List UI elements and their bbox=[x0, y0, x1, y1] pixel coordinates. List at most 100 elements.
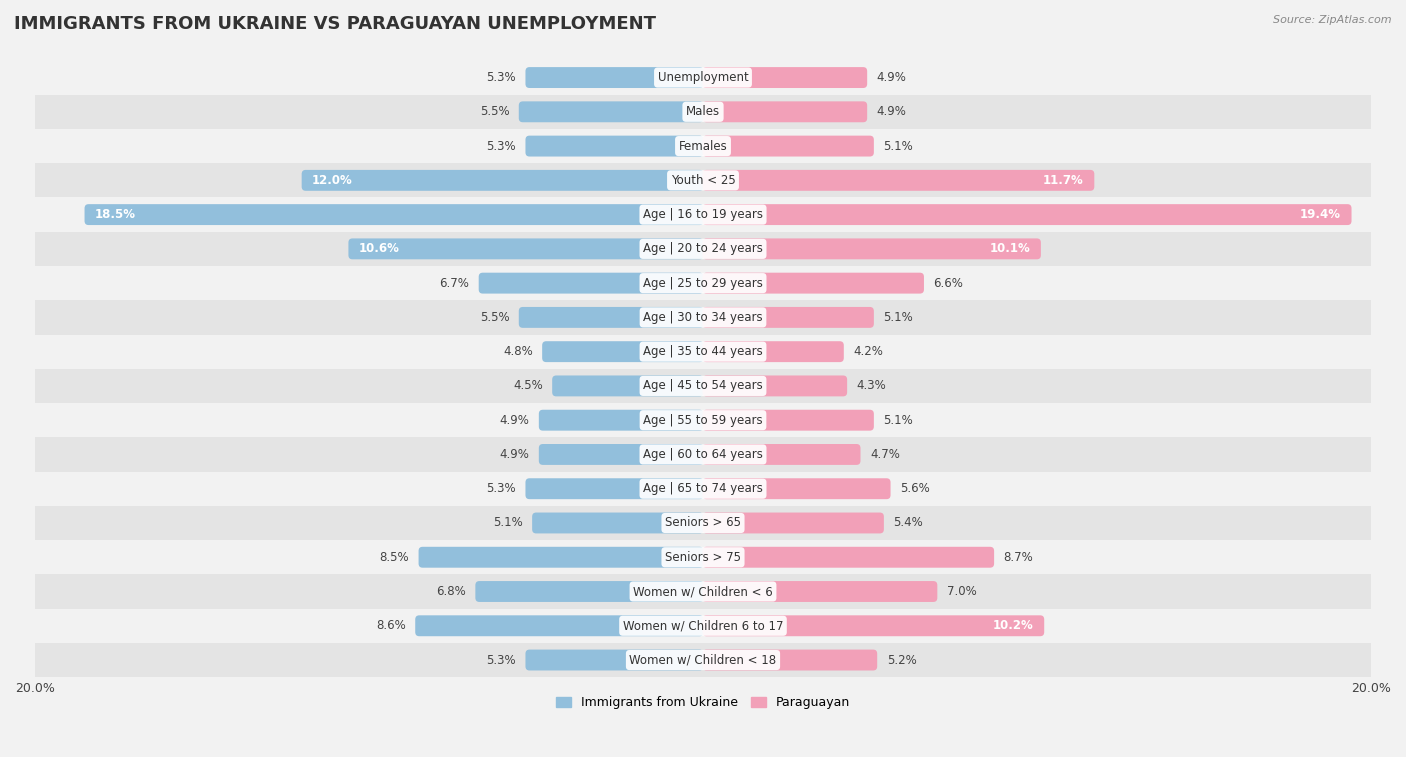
FancyBboxPatch shape bbox=[538, 444, 703, 465]
Text: 7.0%: 7.0% bbox=[946, 585, 977, 598]
Legend: Immigrants from Ukraine, Paraguayan: Immigrants from Ukraine, Paraguayan bbox=[551, 691, 855, 714]
Text: 11.7%: 11.7% bbox=[1043, 174, 1084, 187]
Bar bbox=[35, 506, 1371, 540]
FancyBboxPatch shape bbox=[703, 273, 924, 294]
Bar bbox=[35, 266, 1371, 301]
Text: 10.2%: 10.2% bbox=[993, 619, 1033, 632]
FancyBboxPatch shape bbox=[703, 307, 875, 328]
FancyBboxPatch shape bbox=[703, 547, 994, 568]
Bar bbox=[35, 232, 1371, 266]
Text: 5.3%: 5.3% bbox=[486, 482, 516, 495]
Bar bbox=[35, 438, 1371, 472]
Text: Age | 30 to 34 years: Age | 30 to 34 years bbox=[643, 311, 763, 324]
Bar bbox=[35, 643, 1371, 678]
Text: Women w/ Children 6 to 17: Women w/ Children 6 to 17 bbox=[623, 619, 783, 632]
Text: 5.2%: 5.2% bbox=[887, 653, 917, 666]
Text: 6.7%: 6.7% bbox=[439, 276, 470, 290]
FancyBboxPatch shape bbox=[475, 581, 703, 602]
Text: 5.5%: 5.5% bbox=[479, 105, 509, 118]
Text: 4.3%: 4.3% bbox=[856, 379, 886, 392]
FancyBboxPatch shape bbox=[526, 478, 703, 499]
Text: 5.1%: 5.1% bbox=[494, 516, 523, 529]
Text: 5.1%: 5.1% bbox=[883, 139, 912, 153]
Text: Age | 35 to 44 years: Age | 35 to 44 years bbox=[643, 345, 763, 358]
Text: Females: Females bbox=[679, 139, 727, 153]
Text: Age | 25 to 29 years: Age | 25 to 29 years bbox=[643, 276, 763, 290]
FancyBboxPatch shape bbox=[703, 410, 875, 431]
FancyBboxPatch shape bbox=[703, 204, 1351, 225]
Text: 4.9%: 4.9% bbox=[877, 105, 907, 118]
Bar bbox=[35, 369, 1371, 403]
Text: 12.0%: 12.0% bbox=[312, 174, 353, 187]
Bar bbox=[35, 61, 1371, 95]
Text: 5.6%: 5.6% bbox=[900, 482, 929, 495]
Bar bbox=[35, 335, 1371, 369]
Text: Age | 45 to 54 years: Age | 45 to 54 years bbox=[643, 379, 763, 392]
Text: 10.6%: 10.6% bbox=[359, 242, 399, 255]
FancyBboxPatch shape bbox=[553, 375, 703, 397]
Text: Women w/ Children < 18: Women w/ Children < 18 bbox=[630, 653, 776, 666]
Text: 6.8%: 6.8% bbox=[436, 585, 465, 598]
Bar bbox=[35, 540, 1371, 575]
Text: 5.3%: 5.3% bbox=[486, 139, 516, 153]
Text: 10.1%: 10.1% bbox=[990, 242, 1031, 255]
Bar bbox=[35, 609, 1371, 643]
Bar bbox=[35, 198, 1371, 232]
Text: 8.7%: 8.7% bbox=[1004, 551, 1033, 564]
Text: 5.3%: 5.3% bbox=[486, 71, 516, 84]
Bar bbox=[35, 301, 1371, 335]
FancyBboxPatch shape bbox=[302, 170, 703, 191]
Text: Youth < 25: Youth < 25 bbox=[671, 174, 735, 187]
Text: 19.4%: 19.4% bbox=[1301, 208, 1341, 221]
FancyBboxPatch shape bbox=[703, 650, 877, 671]
Text: Women w/ Children < 6: Women w/ Children < 6 bbox=[633, 585, 773, 598]
Text: Seniors > 65: Seniors > 65 bbox=[665, 516, 741, 529]
FancyBboxPatch shape bbox=[519, 307, 703, 328]
FancyBboxPatch shape bbox=[84, 204, 703, 225]
Text: Age | 20 to 24 years: Age | 20 to 24 years bbox=[643, 242, 763, 255]
FancyBboxPatch shape bbox=[415, 615, 703, 636]
FancyBboxPatch shape bbox=[703, 375, 848, 397]
Text: 18.5%: 18.5% bbox=[96, 208, 136, 221]
Text: IMMIGRANTS FROM UKRAINE VS PARAGUAYAN UNEMPLOYMENT: IMMIGRANTS FROM UKRAINE VS PARAGUAYAN UN… bbox=[14, 15, 657, 33]
Text: Source: ZipAtlas.com: Source: ZipAtlas.com bbox=[1274, 15, 1392, 25]
FancyBboxPatch shape bbox=[703, 238, 1040, 260]
FancyBboxPatch shape bbox=[703, 615, 1045, 636]
Text: 5.1%: 5.1% bbox=[883, 311, 912, 324]
Text: 5.1%: 5.1% bbox=[883, 413, 912, 427]
Text: 4.8%: 4.8% bbox=[503, 345, 533, 358]
FancyBboxPatch shape bbox=[703, 101, 868, 123]
FancyBboxPatch shape bbox=[526, 136, 703, 157]
Text: Age | 16 to 19 years: Age | 16 to 19 years bbox=[643, 208, 763, 221]
Text: 4.7%: 4.7% bbox=[870, 448, 900, 461]
FancyBboxPatch shape bbox=[703, 581, 938, 602]
FancyBboxPatch shape bbox=[531, 512, 703, 534]
FancyBboxPatch shape bbox=[519, 101, 703, 123]
Bar bbox=[35, 129, 1371, 164]
Text: Age | 65 to 74 years: Age | 65 to 74 years bbox=[643, 482, 763, 495]
FancyBboxPatch shape bbox=[538, 410, 703, 431]
Bar bbox=[35, 575, 1371, 609]
Text: 5.5%: 5.5% bbox=[479, 311, 509, 324]
Bar bbox=[35, 472, 1371, 506]
FancyBboxPatch shape bbox=[703, 478, 890, 499]
FancyBboxPatch shape bbox=[526, 67, 703, 88]
Text: 4.2%: 4.2% bbox=[853, 345, 883, 358]
Bar bbox=[35, 95, 1371, 129]
Text: 6.6%: 6.6% bbox=[934, 276, 963, 290]
Bar bbox=[35, 164, 1371, 198]
FancyBboxPatch shape bbox=[543, 341, 703, 362]
Text: 4.9%: 4.9% bbox=[499, 448, 529, 461]
FancyBboxPatch shape bbox=[703, 444, 860, 465]
FancyBboxPatch shape bbox=[703, 136, 875, 157]
Text: Seniors > 75: Seniors > 75 bbox=[665, 551, 741, 564]
Text: Males: Males bbox=[686, 105, 720, 118]
Text: Age | 55 to 59 years: Age | 55 to 59 years bbox=[643, 413, 763, 427]
FancyBboxPatch shape bbox=[703, 341, 844, 362]
FancyBboxPatch shape bbox=[526, 650, 703, 671]
Text: 8.5%: 8.5% bbox=[380, 551, 409, 564]
Text: 5.4%: 5.4% bbox=[893, 516, 924, 529]
Bar bbox=[35, 403, 1371, 438]
Text: 4.5%: 4.5% bbox=[513, 379, 543, 392]
FancyBboxPatch shape bbox=[478, 273, 703, 294]
